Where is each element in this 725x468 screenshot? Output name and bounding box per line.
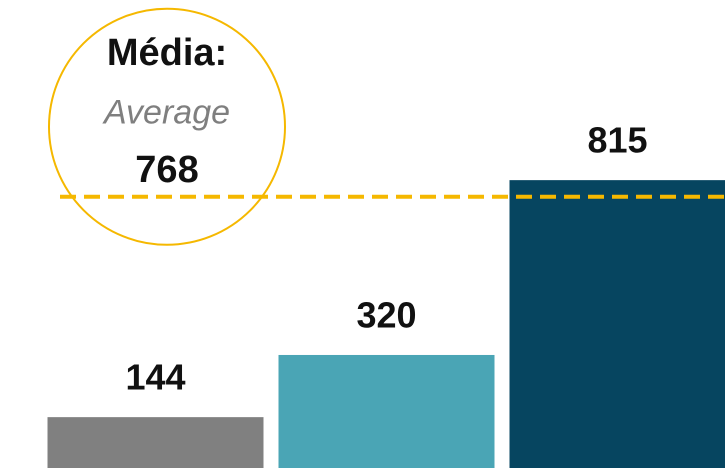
average-circle <box>48 7 286 246</box>
value-label: 144 <box>125 357 185 398</box>
average-sublabel: Average <box>102 94 230 132</box>
average-label: Média: <box>107 32 227 74</box>
bar <box>509 180 725 468</box>
bar <box>278 354 495 468</box>
value-label: 320 <box>356 294 416 335</box>
bar <box>47 417 264 468</box>
average-value: 768 <box>135 149 198 191</box>
value-label: 815 <box>587 120 647 161</box>
